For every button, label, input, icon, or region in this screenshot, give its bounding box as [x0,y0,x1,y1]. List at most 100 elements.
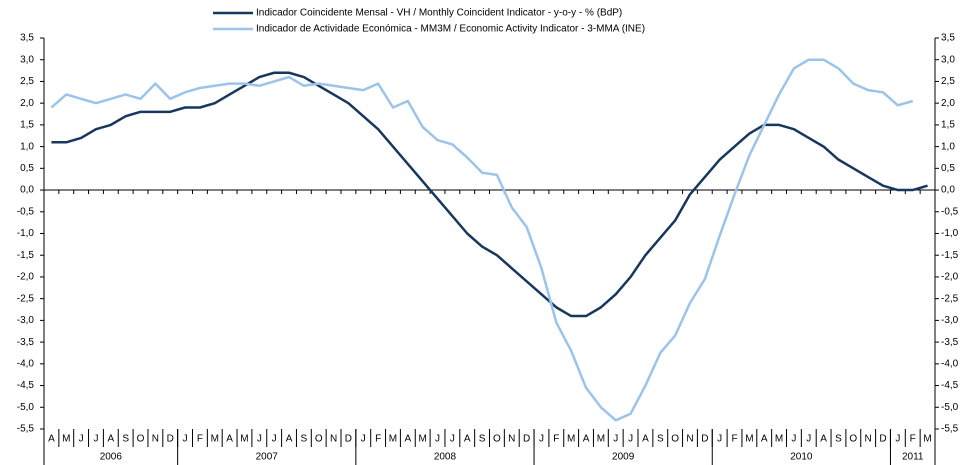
x-tick-label: J [717,434,722,445]
x-tick-label: J [791,434,796,445]
y-tick-label: -0,5 [17,206,35,217]
legend-label: Indicador Coincidente Mensal - VH / Mont… [256,8,622,19]
y2-tick-label: 3,5 [941,33,955,44]
y2-tick-label: -1,0 [941,228,959,239]
y-tick-label: -1,5 [17,250,35,261]
x-tick-label: J [539,434,544,445]
x-tick-label: F [375,434,381,445]
y2-tick-label: -3,0 [941,315,959,326]
y-tick-label: -4,0 [17,358,35,369]
x-tick-label: M [775,434,783,445]
x-tick-label: J [272,434,277,445]
y-tick-label: -5,0 [17,402,35,413]
x-tick-label: A [226,434,233,445]
x-tick-label: F [197,434,203,445]
x-tick-label: M [567,434,575,445]
x-tick-label: A [48,434,55,445]
x-tick-label: F [553,434,559,445]
x-tick-label: M [62,434,70,445]
x-tick-label: S [657,434,664,445]
y2-tick-label: -4,5 [941,380,959,391]
x-tick-label: J [79,434,84,445]
y2-tick-label: 1,0 [941,141,955,152]
y2-tick-label: -2,0 [941,272,959,283]
series-line [50,58,914,422]
x-tick-label: O [849,434,857,445]
x-tick-label: A [464,434,471,445]
year-label: 2006 [100,452,123,463]
x-tick-label: O [315,434,323,445]
x-tick-label: S [301,434,308,445]
y-tick-label: -2,0 [17,272,35,283]
x-tick-label: S [122,434,129,445]
year-label: 2007 [256,452,279,463]
y-tick-label: -3,5 [17,337,35,348]
y-tick-label: 0,0 [20,185,34,196]
y2-tick-label: 1,5 [941,120,955,131]
x-tick-label: O [671,434,679,445]
series-line [51,71,928,318]
x-tick-label: J [450,434,455,445]
year-label: 2010 [790,452,813,463]
x-tick-label: D [345,434,352,445]
y-tick-label: -2,5 [17,293,35,304]
legend-label: Indicador de Actividade Económica - MM3M… [256,24,645,35]
x-tick-label: A [761,434,768,445]
y2-tick-label: -5,5 [941,424,959,435]
x-tick-label: D [167,434,174,445]
y2-tick-label: -2,5 [941,293,959,304]
y-tick-label: -1,0 [17,228,35,239]
x-tick-label: N [686,434,693,445]
x-tick-label: A [286,434,293,445]
x-tick-label: J [613,434,618,445]
x-tick-label: A [583,434,590,445]
x-tick-label: A [404,434,411,445]
x-tick-label: D [523,434,530,445]
year-label: 2011 [902,452,924,463]
x-tick-label: M [597,434,605,445]
x-tick-label: M [240,434,248,445]
y2-tick-label: 0,5 [941,163,955,174]
y-tick-label: 1,5 [20,120,34,131]
x-tick-label: J [628,434,633,445]
x-tick-label: N [865,434,872,445]
x-tick-label: J [435,434,440,445]
y2-tick-label: 2,0 [941,98,955,109]
x-tick-label: A [642,434,649,445]
y-tick-label: 0,5 [20,163,34,174]
x-tick-label: F [910,434,916,445]
y2-tick-label: -1,5 [941,250,959,261]
x-tick-label: M [389,434,397,445]
x-tick-label: N [152,434,159,445]
x-tick-label: M [745,434,753,445]
y2-tick-label: -0,5 [941,206,959,217]
year-label: 2008 [434,452,457,463]
x-tick-label: J [183,434,188,445]
x-tick-label: N [508,434,515,445]
x-tick-label: S [479,434,486,445]
y2-tick-label: -3,5 [941,337,959,348]
x-tick-label: D [879,434,886,445]
y2-tick-label: -5,0 [941,402,959,413]
x-tick-label: M [923,434,931,445]
x-tick-label: F [731,434,737,445]
y2-tick-label: 2,5 [941,76,955,87]
x-tick-label: M [211,434,219,445]
x-tick-label: O [493,434,501,445]
y2-tick-label: 0,0 [941,185,955,196]
x-tick-label: J [895,434,900,445]
x-tick-label: A [107,434,114,445]
x-tick-label: J [361,434,366,445]
x-tick-label: O [137,434,145,445]
y2-tick-label: 3,0 [941,54,955,65]
y-tick-label: 3,0 [20,54,34,65]
y-tick-label: -5,5 [17,424,35,435]
x-tick-label: S [835,434,842,445]
x-tick-label: N [330,434,337,445]
x-tick-label: J [93,434,98,445]
year-label: 2009 [612,452,635,463]
y-tick-label: 3,5 [20,33,34,44]
x-tick-label: M [419,434,427,445]
x-tick-label: D [701,434,708,445]
y-tick-label: 1,0 [20,141,34,152]
